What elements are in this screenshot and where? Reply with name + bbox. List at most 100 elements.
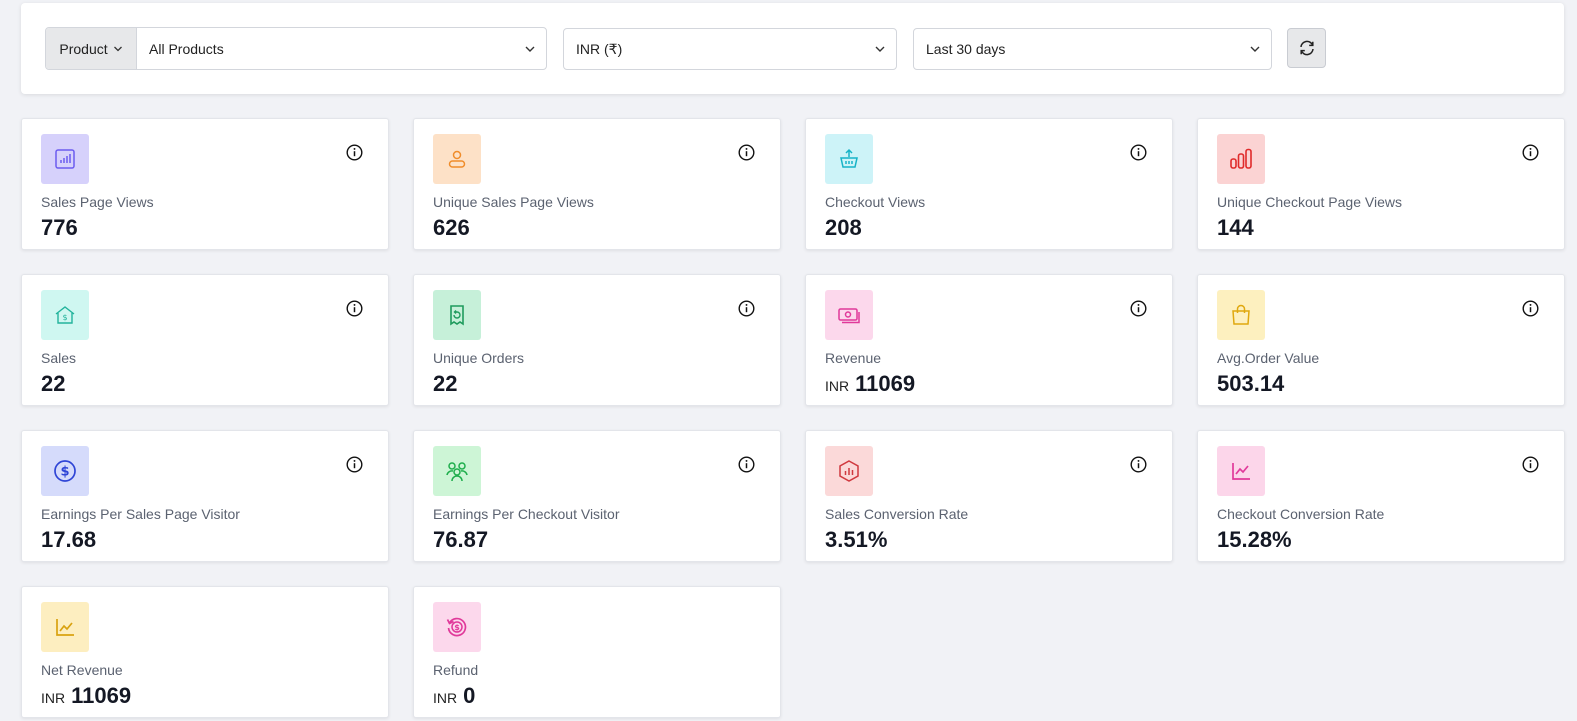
metric-label: Avg.Order Value: [1217, 350, 1320, 366]
metric-value: 144: [1217, 215, 1254, 241]
metric-label: Refund: [433, 662, 479, 678]
cash-icon: [825, 290, 873, 340]
product-select[interactable]: All Products: [137, 28, 546, 69]
metric-label: Sales Page Views: [41, 194, 154, 210]
info-icon[interactable]: [1130, 300, 1147, 317]
metric-value: 15.28%: [1217, 527, 1292, 553]
chevron-down-icon: [1239, 43, 1271, 55]
product-filter-label: Product: [59, 40, 108, 57]
product-filter[interactable]: Product All Products: [45, 27, 547, 70]
line-chart-icon: [1217, 446, 1265, 496]
refresh-button[interactable]: [1287, 28, 1326, 68]
metric-number: 208: [825, 215, 862, 240]
svg-text:$: $: [454, 623, 460, 632]
metric-value: 17.68: [41, 527, 96, 553]
metric-number: 17.68: [41, 527, 97, 552]
metric-number: 11069: [71, 683, 132, 708]
metric-label: Unique Orders: [433, 350, 525, 366]
metric-label: Net Revenue: [41, 662, 123, 678]
metric-card: Unique Orders 22: [413, 274, 781, 406]
metric-number: 503.14: [1217, 371, 1285, 396]
info-icon[interactable]: [738, 144, 755, 161]
metric-value: INR 0: [433, 683, 475, 709]
metric-value: INR 11069: [825, 371, 915, 397]
trend-chart-icon: [41, 602, 89, 652]
metric-card: Unique Checkout Page Views 144: [1197, 118, 1565, 250]
metric-card: $ Refund INR 0: [413, 586, 781, 718]
metric-label: Revenue: [825, 350, 882, 366]
metric-value: 503.14: [1217, 371, 1284, 397]
date-range-select[interactable]: Last 30 days: [913, 28, 1272, 70]
users-icon: [433, 446, 481, 496]
basket-icon: [825, 134, 873, 184]
chevron-down-icon: [113, 46, 122, 51]
dollar-circle-icon: $: [41, 446, 89, 496]
metric-number: 3.51%: [825, 527, 888, 552]
metric-label: Unique Sales Page Views: [433, 194, 594, 210]
metric-label: Sales: [41, 350, 77, 366]
hexagon-chart-icon: [825, 446, 873, 496]
chevron-down-icon: [864, 43, 896, 55]
currency-select-value: INR (₹): [576, 40, 623, 57]
metric-number: 11069: [855, 371, 916, 396]
user-icon: [433, 134, 481, 184]
metric-card: Checkout Views 208: [805, 118, 1173, 250]
info-icon[interactable]: [1130, 456, 1147, 473]
metric-number: 0: [463, 683, 476, 708]
metric-label: Earnings Per Sales Page Visitor: [41, 506, 240, 522]
metric-value: INR 11069: [41, 683, 131, 709]
metric-label: Unique Checkout Page Views: [1217, 194, 1402, 210]
metric-number: 22: [433, 371, 458, 396]
metric-label: Checkout Conversion Rate: [1217, 506, 1385, 522]
svg-text:$: $: [62, 313, 67, 322]
product-filter-button[interactable]: Product: [46, 28, 137, 69]
product-select-value: All Products: [149, 40, 224, 57]
filter-bar: Product All Products INR (₹) Last 30 day…: [21, 3, 1564, 94]
house-dollar-icon: $: [41, 290, 89, 340]
info-icon[interactable]: [738, 300, 755, 317]
metric-number: 76.87: [433, 527, 489, 552]
info-icon[interactable]: [1522, 300, 1539, 317]
metric-number: 144: [1217, 215, 1254, 240]
metric-number: 22: [41, 371, 66, 396]
metric-currency: INR: [41, 690, 66, 706]
metric-card: Earnings Per Checkout Visitor 76.87: [413, 430, 781, 562]
info-icon[interactable]: [1522, 456, 1539, 473]
metric-value: 3.51%: [825, 527, 887, 553]
metric-card: Unique Sales Page Views 626: [413, 118, 781, 250]
metric-value: 76.87: [433, 527, 488, 553]
metric-card: Sales Conversion Rate 3.51%: [805, 430, 1173, 562]
bars-icon: [1217, 134, 1265, 184]
metric-number: 626: [433, 215, 470, 240]
metric-card: Revenue INR 11069: [805, 274, 1173, 406]
info-icon[interactable]: [1522, 144, 1539, 161]
info-icon[interactable]: [346, 144, 363, 161]
info-icon[interactable]: [346, 300, 363, 317]
shopping-bag-icon: [1217, 290, 1265, 340]
metric-card: $ Sales 22: [21, 274, 389, 406]
bar-chart-icon: [41, 134, 89, 184]
metric-card: Sales Page Views 776: [21, 118, 389, 250]
currency-select[interactable]: INR (₹): [563, 28, 897, 70]
refund-dollar-icon: $: [433, 602, 481, 652]
metric-value: 626: [433, 215, 470, 241]
metric-label: Sales Conversion Rate: [825, 506, 969, 522]
receipt-refund-icon: [433, 290, 481, 340]
metric-card: Checkout Conversion Rate 15.28%: [1197, 430, 1565, 562]
metric-label: Checkout Views: [825, 194, 926, 210]
metric-number: 776: [41, 215, 78, 240]
metric-value: 208: [825, 215, 862, 241]
info-icon[interactable]: [346, 456, 363, 473]
info-icon[interactable]: [1130, 144, 1147, 161]
svg-text:$: $: [60, 465, 69, 480]
metric-value: 776: [41, 215, 78, 241]
metric-value: 22: [41, 371, 65, 397]
metric-value: 22: [433, 371, 457, 397]
metric-card: $ Earnings Per Sales Page Visitor 17.68: [21, 430, 389, 562]
metric-currency: INR: [825, 378, 850, 394]
metric-number: 15.28%: [1217, 527, 1292, 552]
metric-card: Net Revenue INR 11069: [21, 586, 389, 718]
chevron-down-icon: [514, 43, 546, 55]
date-range-select-value: Last 30 days: [926, 41, 1006, 57]
info-icon[interactable]: [738, 456, 755, 473]
